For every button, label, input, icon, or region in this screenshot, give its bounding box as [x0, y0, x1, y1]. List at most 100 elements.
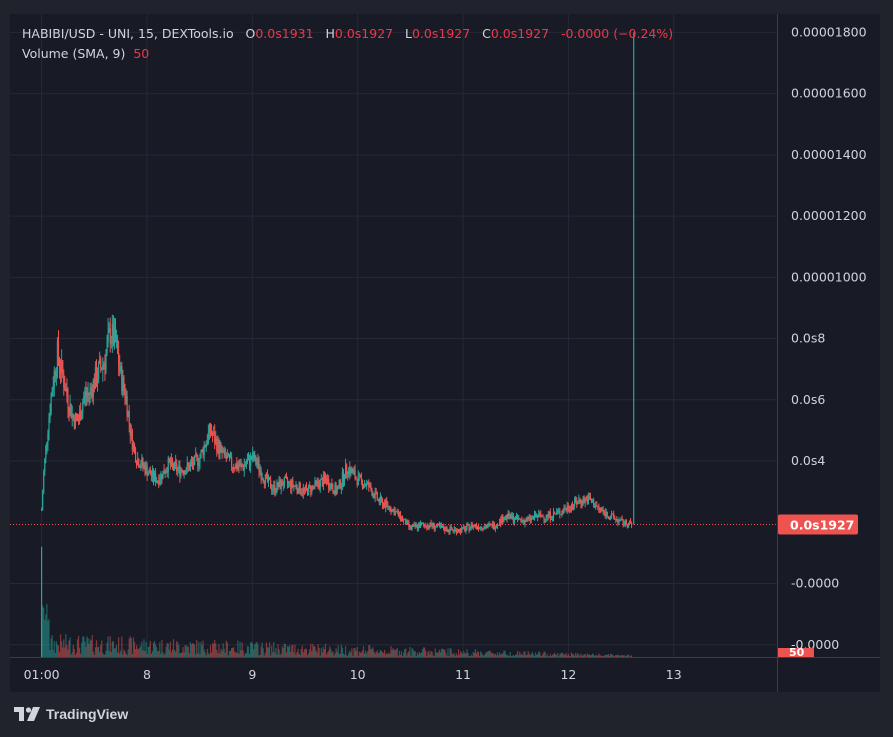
volume-bar [482, 654, 484, 657]
volume-bar [139, 647, 141, 657]
candle-body [530, 517, 532, 521]
volume-bar [569, 656, 571, 657]
volume-bar [424, 647, 426, 657]
volume-bar [244, 653, 246, 657]
volume-bar [346, 655, 348, 657]
candle-body [387, 503, 389, 508]
volume-bar [322, 646, 325, 657]
volume-bar [366, 653, 368, 657]
candle-body [536, 514, 538, 518]
volume-bar [338, 653, 340, 657]
candle-body [107, 331, 109, 342]
volume-bar [503, 650, 505, 657]
tradingview-logo[interactable]: TradingView [14, 706, 128, 722]
candle-body [609, 517, 612, 519]
volume-bar [276, 654, 278, 657]
candle-body [384, 503, 386, 508]
candle-body [597, 505, 599, 507]
volume-bar [284, 643, 287, 657]
candle-body [81, 412, 83, 420]
candle-body [241, 464, 243, 467]
candle-body [371, 489, 373, 496]
volume-bar [391, 649, 393, 657]
volume-bar [539, 652, 541, 657]
volume-bar [381, 652, 384, 657]
candle-body [178, 465, 180, 469]
volume-bar [496, 652, 499, 657]
volume-bar [473, 653, 475, 657]
volume-bar [134, 649, 137, 657]
volume-bar [79, 647, 81, 657]
legend-low: 0.0s1927 [411, 26, 471, 41]
candle-body [85, 392, 87, 397]
volume-bar [437, 652, 440, 657]
candle-body [119, 365, 121, 371]
candle-body [92, 379, 94, 397]
volume-bar [213, 643, 215, 657]
volume-bar [392, 647, 394, 657]
volume-bar [223, 648, 225, 657]
volume-bar [122, 654, 124, 657]
candle-body [509, 513, 511, 519]
volume-bar [602, 655, 604, 657]
legend-symbol: HABIBI/USD - UNI, 15, DEXTools.io [22, 26, 234, 41]
candle-body [445, 527, 447, 532]
volume-bar [111, 641, 113, 657]
volume-bar [209, 645, 212, 657]
volume-bar [407, 652, 409, 657]
price-chart[interactable]: 0.00001800 0.00001600 0.00001400 0.00001200… [10, 14, 880, 692]
candle-body [568, 509, 570, 511]
volume-bar [319, 655, 321, 657]
volume-bar [306, 655, 309, 657]
volume-bar [433, 655, 435, 657]
volume-bar [235, 652, 237, 657]
volume-bar [169, 641, 171, 657]
chart-frame [10, 14, 880, 692]
candle-body [68, 408, 70, 414]
volume-bar [390, 645, 392, 657]
volume-bar [604, 655, 606, 657]
candle-body [213, 432, 215, 436]
candle-body [480, 526, 482, 529]
legend-high: 0.0s1927 [334, 26, 394, 41]
candle-body [330, 483, 332, 490]
volume-bar [409, 646, 411, 657]
candle-body [121, 366, 123, 392]
candle-body [621, 518, 623, 520]
legend-volume-label: Volume (SMA, 9) [22, 46, 126, 61]
volume-bar [115, 644, 118, 657]
candle-body [435, 526, 437, 528]
volume-bar [206, 648, 208, 657]
volume-bar [335, 648, 337, 657]
candle-body [128, 411, 130, 424]
volume-bar [234, 651, 236, 657]
volume-bar [465, 653, 467, 657]
volume-bar [566, 655, 568, 657]
volume-bar [184, 645, 186, 657]
candle-body [582, 498, 584, 505]
volume-bar [268, 642, 271, 657]
volume-bar [369, 645, 371, 657]
volume-bar [388, 652, 390, 657]
volume-bar [110, 652, 112, 657]
volume-bar [232, 647, 234, 657]
x-tick-label: 8 [143, 667, 151, 682]
candle-body [72, 413, 74, 419]
volume-bar [92, 651, 94, 657]
volume-bar [425, 650, 427, 657]
candle-body [148, 469, 150, 474]
volume-bar [295, 654, 297, 657]
candle-body [403, 519, 405, 521]
volume-bar [327, 652, 329, 657]
candle-body [469, 528, 471, 531]
candle-body [443, 526, 445, 530]
volume-bar [273, 642, 275, 657]
candle-body [626, 524, 628, 528]
volume-bar [172, 639, 175, 657]
volume-bar [333, 655, 335, 657]
candle-body [541, 516, 543, 518]
volume-bar [571, 653, 574, 657]
candle-body [410, 525, 412, 529]
candle-body [271, 488, 273, 491]
volume-bar [583, 654, 585, 657]
